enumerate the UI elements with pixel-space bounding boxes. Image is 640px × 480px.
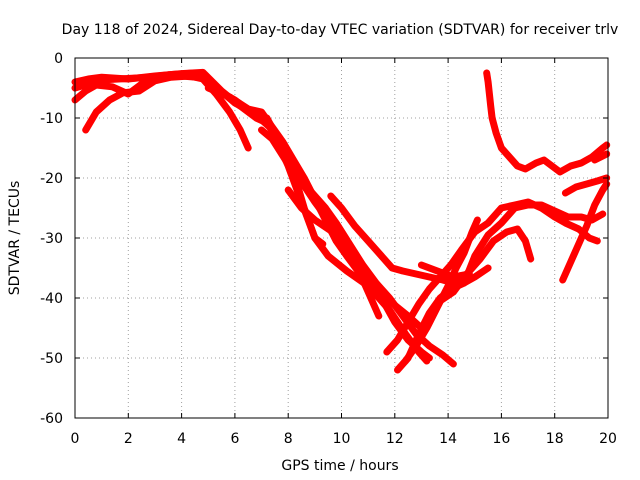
y-tick-label: -60	[40, 411, 63, 427]
y-tick-label: -10	[40, 111, 63, 127]
x-tick-label: 0	[71, 431, 80, 447]
y-tick-label: -50	[40, 351, 63, 367]
x-tick-label: 6	[230, 431, 239, 447]
y-axis-title: SDTVAR / TECUs	[7, 181, 23, 296]
x-tick-label: 14	[439, 431, 457, 447]
y-tick-label: -40	[40, 291, 63, 307]
x-tick-label: 12	[386, 431, 404, 447]
x-tick-label: 18	[546, 431, 564, 447]
y-tick-label: 0	[54, 51, 63, 67]
x-tick-label: 16	[492, 431, 510, 447]
x-axis-title: GPS time / hours	[281, 458, 398, 474]
chart: Day 118 of 2024, Sidereal Day-to-day VTE…	[0, 0, 640, 480]
y-tick-label: -20	[40, 171, 63, 187]
x-tick-label: 2	[124, 431, 133, 447]
x-tick-label: 8	[284, 431, 293, 447]
x-tick-label: 4	[177, 431, 186, 447]
y-tick-label: -30	[40, 231, 63, 247]
x-tick-label: 20	[599, 431, 617, 447]
x-tick-label: 10	[333, 431, 351, 447]
chart-title: Day 118 of 2024, Sidereal Day-to-day VTE…	[62, 22, 619, 38]
